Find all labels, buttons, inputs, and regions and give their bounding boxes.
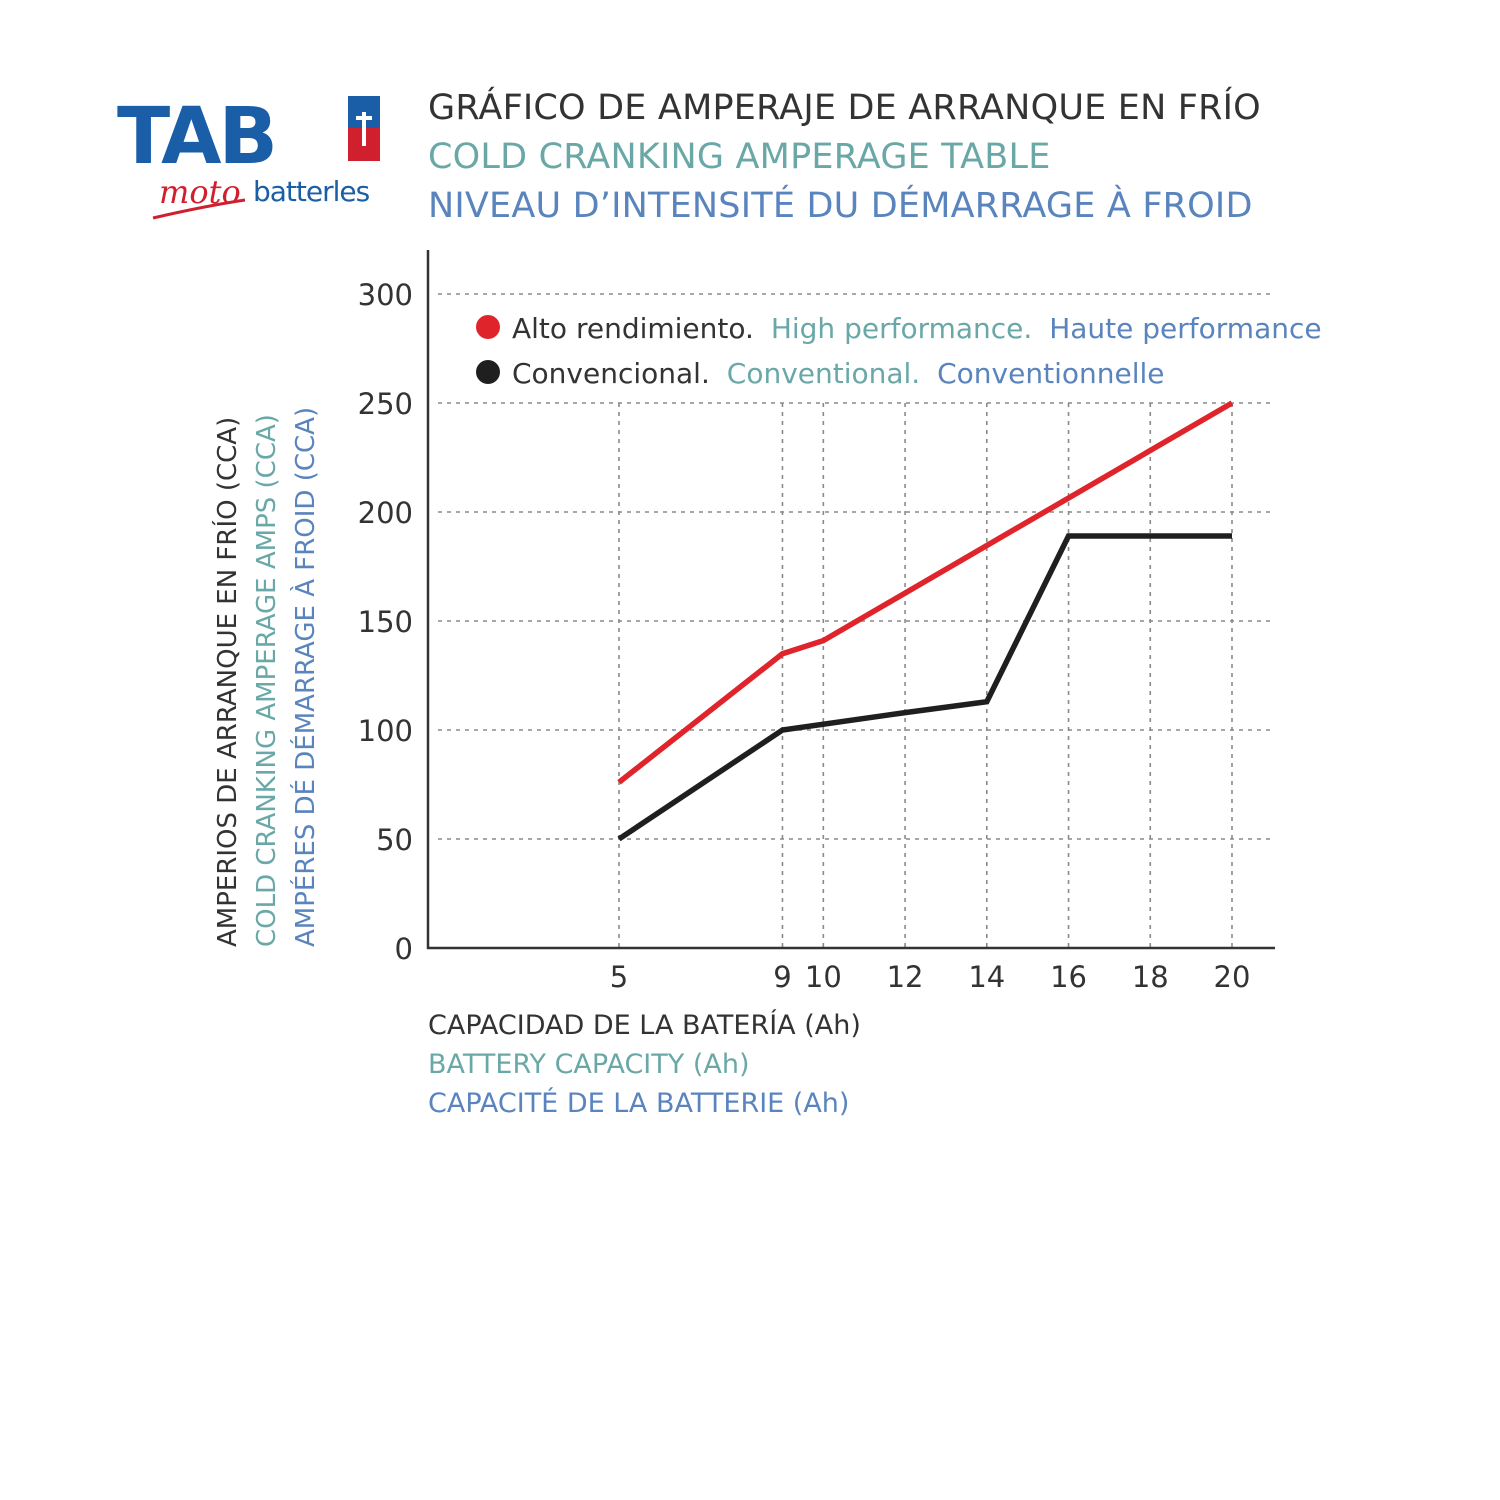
legend-conv-en: Conventional. xyxy=(727,357,920,390)
x-axis-label-es: CAPACIDAD DE LA BATERÍA (Ah) xyxy=(428,1010,861,1041)
x-tick-label: 14 xyxy=(968,960,1005,994)
y-tick-label: 250 xyxy=(358,387,413,421)
x-tick-label: 5 xyxy=(610,960,628,994)
chart-title-fr: NIVEAU D’INTENSITÉ DU DÉMARRAGE À FROID xyxy=(428,186,1253,226)
legend-high-es: Alto rendimiento. xyxy=(512,312,754,345)
chart-title-es: GRÁFICO DE AMPERAJE DE ARRANQUE EN FRÍO xyxy=(428,88,1261,128)
series-line-conventional xyxy=(617,533,1232,842)
y-tick-label: 100 xyxy=(358,714,413,748)
tick-labels: 0 50 100 150 200 250 300 5 9 10 12 14 16 18 20 xyxy=(358,278,1251,994)
tab-logo-script: moto xyxy=(159,173,241,211)
legend-high-fr: Haute performance xyxy=(1049,312,1321,345)
battery-icon xyxy=(348,96,380,161)
y-tick-label: 200 xyxy=(358,496,413,530)
x-axis-label-en: BATTERY CAPACITY (Ah) xyxy=(428,1049,750,1080)
tab-logo: TAB moto batterles xyxy=(117,92,380,220)
x-tick-label: 20 xyxy=(1214,960,1251,994)
y-tick-label: 0 xyxy=(395,932,413,966)
y-tick-label: 50 xyxy=(376,823,413,857)
y-axis-label-fr: AMPÉRES DÉ DÉMARRAGE À FROID (CCA) xyxy=(289,407,321,947)
legend-conv: Convencional. Conventional. Conventionne… xyxy=(512,357,1165,390)
chart-title-en: COLD CRANKING AMPERAGE TABLE xyxy=(428,137,1051,177)
x-tick-label: 9 xyxy=(773,960,791,994)
legend-conv-es: Convencional. xyxy=(512,357,710,390)
series-line-high-performance xyxy=(617,400,1234,785)
y-axis-label-en: COLD CRANKING AMPERAGE AMPS (CCA) xyxy=(252,414,282,947)
tab-logo-wordmark: TAB xyxy=(117,92,275,182)
axes xyxy=(426,250,1275,950)
x-tick-label: 18 xyxy=(1132,960,1169,994)
x-tick-label: 12 xyxy=(887,960,924,994)
x-tick-label: 16 xyxy=(1050,960,1087,994)
legend-marker-high xyxy=(476,315,500,339)
y-tick-label: 150 xyxy=(358,605,413,639)
legend-high-en: High performance. xyxy=(771,312,1032,345)
legend: Alto rendimiento. High performance. Haut… xyxy=(476,312,1322,390)
y-axis-label-es: AMPERIOS DE ARRANQUE EN FRÍO (CCA) xyxy=(211,417,243,947)
legend-high: Alto rendimiento. High performance. Haut… xyxy=(512,312,1322,345)
x-axis-label-fr: CAPACITÉ DE LA BATTERIE (Ah) xyxy=(428,1088,850,1119)
tab-logo-subtext: batterles xyxy=(253,175,370,208)
legend-marker-conv xyxy=(476,360,500,384)
series xyxy=(617,400,1234,842)
grid xyxy=(438,293,1275,948)
x-tick-label: 10 xyxy=(805,960,842,994)
logo-swoosh xyxy=(152,198,246,220)
y-tick-label: 300 xyxy=(358,278,413,312)
legend-conv-fr: Conventionnelle xyxy=(937,357,1164,390)
